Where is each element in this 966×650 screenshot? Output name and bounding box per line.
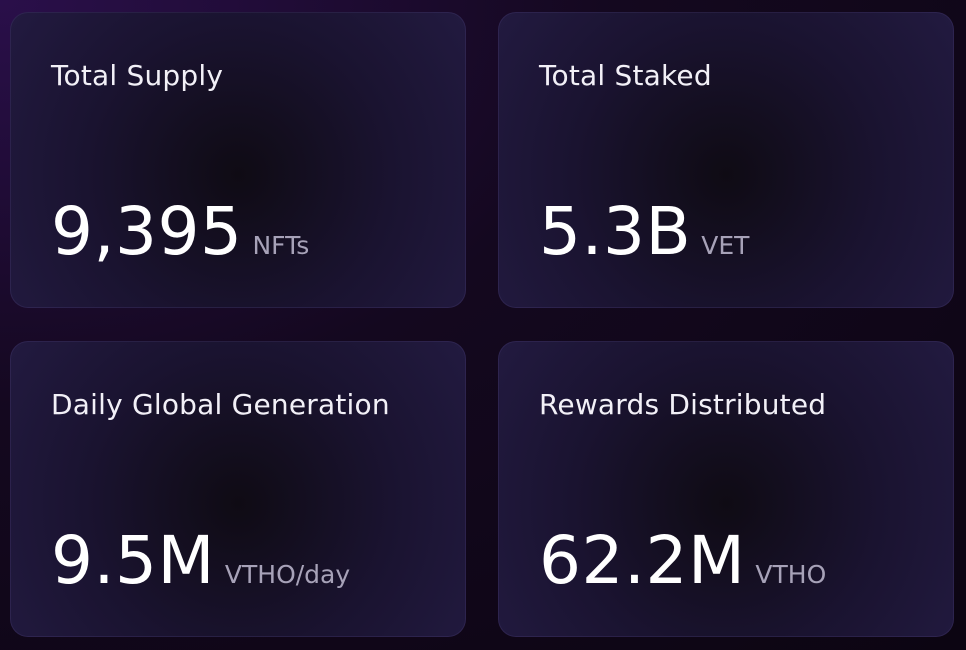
stat-value-row: 5.3B VET [539,193,749,270]
stat-value: 9.5M [51,522,215,599]
stat-unit: VTHO [755,560,827,589]
stat-value-row: 62.2M VTHO [539,522,826,599]
stat-label: Total Supply [51,59,224,92]
stat-value-row: 9.5M VTHO/day [51,522,350,599]
stat-card: Rewards Distributed 62.2M VTHO [498,341,954,637]
stat-unit: NFTs [252,231,310,260]
stat-value: 5.3B [539,193,692,270]
stat-card: Total Staked 5.3B VET [498,12,954,308]
stat-card: Total Supply 9,395 NFTs [10,12,466,308]
stat-label: Rewards Distributed [539,388,827,421]
stat-unit: VET [701,231,750,260]
stat-value: 9,395 [51,193,243,270]
stat-label: Daily Global Generation [51,388,390,421]
stat-value: 62.2M [539,522,746,599]
stat-value-row: 9,395 NFTs [51,193,309,270]
stat-card: Daily Global Generation 9.5M VTHO/day [10,341,466,637]
stat-label: Total Staked [539,59,712,92]
stat-unit: VTHO/day [224,560,351,589]
